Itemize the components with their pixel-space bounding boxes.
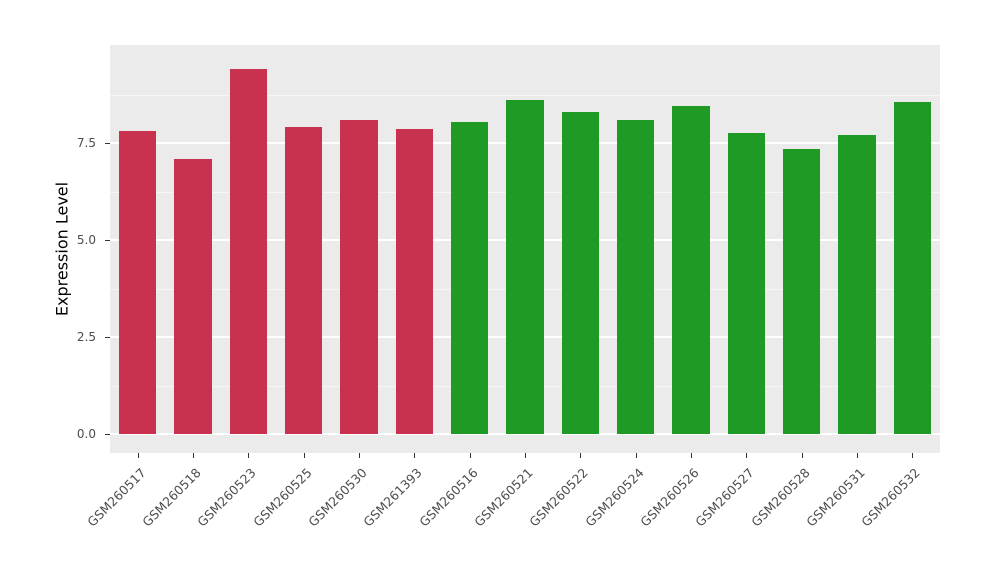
x-tick-label-GSM260522: GSM260522: [526, 465, 591, 530]
x-tick-label-GSM260532: GSM260532: [858, 465, 923, 530]
x-tick-mark: [635, 453, 637, 458]
x-tick-mark: [525, 453, 526, 458]
y-tick-mark: [105, 240, 110, 241]
x-tick-mark: [414, 453, 416, 458]
y-tick-mark: [105, 434, 110, 435]
bar-GSM260518: [174, 158, 212, 434]
x-tick-label-GSM260516: GSM260516: [415, 465, 481, 530]
y-tick-label: 7.5: [76, 136, 96, 150]
bar-GSM260522: [561, 111, 600, 434]
bar-GSM260532: [893, 102, 932, 434]
x-tick-label-GSM260531: GSM260531: [803, 465, 868, 530]
x-tick-mark: [469, 453, 471, 458]
x-tick-label-GSM260521: GSM260521: [471, 465, 536, 530]
x-tick-mark: [137, 453, 139, 458]
y-axis: 0.0 2.5 5.0 7.5: [0, 45, 110, 453]
x-tick-mark: [801, 453, 803, 458]
x-tick-label-GSM260530: GSM260530: [305, 465, 370, 530]
y-tick-mark: [105, 143, 110, 144]
x-tick-mark: [193, 453, 194, 458]
major-gridline: [110, 433, 940, 435]
x-tick-label-GSM260518: GSM260518: [139, 465, 204, 530]
bar-GSM260531: [838, 135, 876, 434]
minor-gridline: [110, 94, 940, 96]
y-tick-label: 2.5: [76, 330, 96, 344]
x-tick-label-GSM260523: GSM260523: [194, 465, 259, 530]
bar-GSM260516: [450, 121, 489, 434]
x-tick-mark: [303, 453, 305, 458]
y-tick-label: 5.0: [76, 233, 96, 247]
x-tick-mark: [746, 453, 748, 458]
bar-GSM260528: [782, 148, 821, 434]
x-tick-mark: [691, 453, 692, 458]
x-tick-label-GSM260524: GSM260524: [581, 465, 647, 530]
x-tick-label-GSM260526: GSM260526: [637, 465, 702, 530]
x-tick-label-GSM260527: GSM260527: [692, 465, 757, 530]
bar-GSM260526: [672, 106, 710, 434]
bar-GSM260524: [616, 119, 655, 434]
x-tick-label-GSM260525: GSM260525: [249, 465, 315, 530]
x-tick-label-GSM261393: GSM261393: [360, 465, 425, 530]
x-tick-mark: [912, 453, 914, 458]
bar-GSM260527: [727, 133, 766, 434]
x-tick-label-GSM260517: GSM260517: [83, 465, 149, 530]
bar-GSM260530: [340, 119, 378, 434]
bar-GSM260525: [284, 127, 323, 434]
bar-GSM260523: [229, 69, 268, 434]
bar-GSM261393: [395, 129, 434, 434]
x-tick-mark: [359, 453, 360, 458]
x-tick-label-GSM260528: GSM260528: [747, 465, 813, 530]
x-tick-mark: [248, 453, 250, 458]
x-tick-mark: [857, 453, 858, 458]
y-tick-mark: [105, 337, 110, 338]
bar-GSM260521: [506, 100, 544, 434]
x-tick-mark: [580, 453, 582, 458]
y-tick-label: 0.0: [76, 427, 96, 441]
y-axis-title: Expression Level: [52, 181, 72, 317]
x-axis: GSM260517 GSM260518 GSM260523 GSM260525 GSM2…: [84, 453, 940, 563]
plot-panel: [110, 45, 940, 453]
bar-GSM260517: [118, 131, 157, 434]
